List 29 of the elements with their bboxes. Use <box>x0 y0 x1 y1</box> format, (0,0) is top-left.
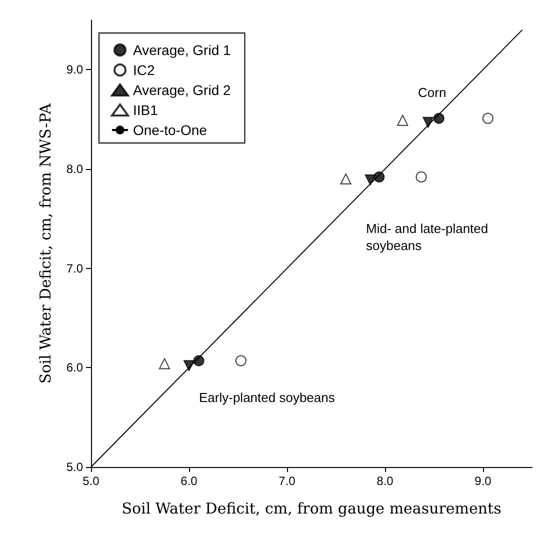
x-tick-label: 7.0 <box>278 474 296 488</box>
legend-label: Average, Grid 2 <box>133 82 232 98</box>
y-tick-label: 7.0 <box>66 261 84 276</box>
x-axis-title: Soil Water Deficit, cm, from gauge measurements <box>122 500 502 518</box>
x-tick-label: 8.0 <box>376 474 394 488</box>
legend-label: IC2 <box>133 62 155 78</box>
point <box>416 171 427 182</box>
annotation: Corn <box>418 85 446 100</box>
point <box>340 173 352 184</box>
point <box>397 114 408 126</box>
y-tick-label: 6.0 <box>66 360 84 375</box>
y-tick-label: 8.0 <box>66 162 84 176</box>
point <box>159 358 170 370</box>
y-axis-title: Soil Water Deficit, cm, from NWS-PA <box>36 103 54 384</box>
legend-label: One-to-One <box>133 122 208 138</box>
y-tick-label: 9.0 <box>66 62 84 77</box>
x-tick-label: 6.0 <box>180 474 198 488</box>
legend-label: Average, Grid 1 <box>133 42 232 58</box>
point <box>364 174 376 186</box>
legend-label: IIB1 <box>133 102 158 118</box>
point <box>482 112 494 124</box>
annotation: Early-planted soybeans <box>199 390 336 405</box>
point <box>235 355 246 366</box>
point <box>184 360 194 372</box>
x-tick-label: 5.0 <box>82 474 100 488</box>
point <box>433 112 444 124</box>
x-tick-label: 9.0 <box>474 474 492 488</box>
annotation: Mid- and late-planted soybeans <box>366 221 488 253</box>
y-tick-label: 5.0 <box>66 460 84 474</box>
